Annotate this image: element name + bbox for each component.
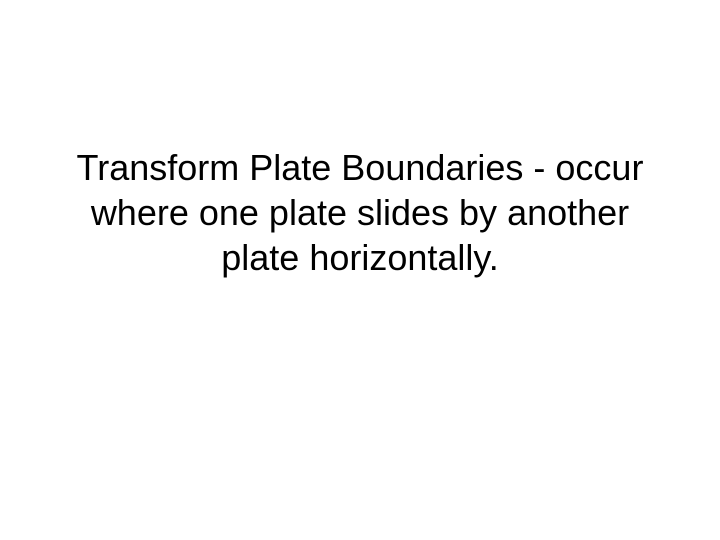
slide-body-text: Transform Plate Boundaries - occur where… — [50, 145, 670, 280]
slide-container: Transform Plate Boundaries - occur where… — [0, 0, 720, 540]
